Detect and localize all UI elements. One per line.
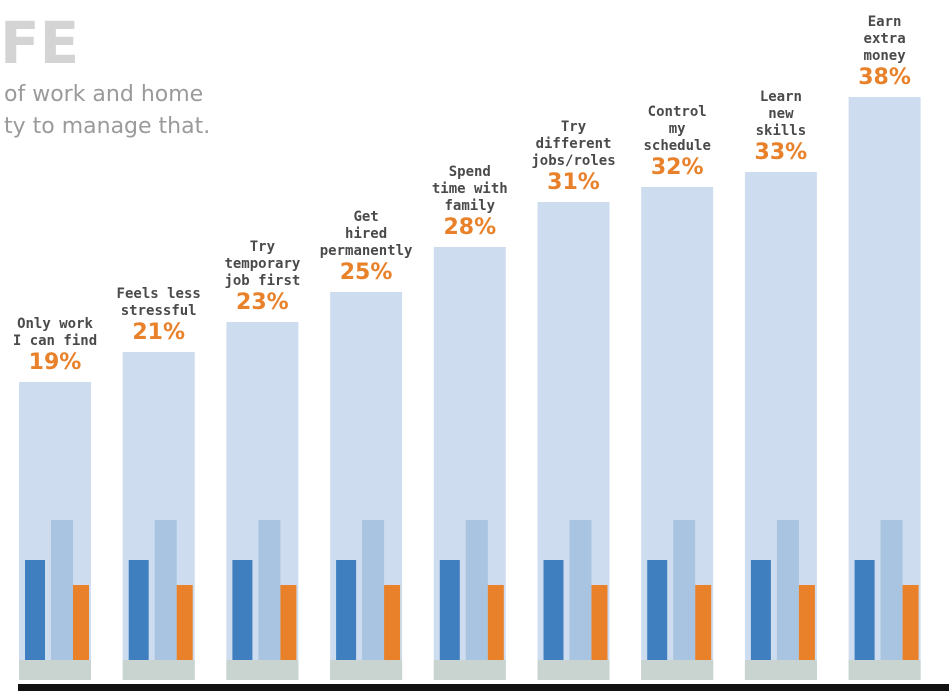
ground [226,660,299,680]
building [776,520,799,660]
category-label: Try different jobs/roles [531,119,616,169]
building [73,585,89,660]
ground [848,660,921,680]
building [25,560,45,660]
baseline [18,684,949,691]
category-label: Try temporary job first [224,239,301,289]
building [854,560,875,660]
value-label: 19% [28,350,82,375]
building [902,585,919,660]
building [439,560,460,660]
value-label: 21% [132,320,186,345]
ground [330,660,403,680]
building [465,520,488,660]
building [51,520,73,660]
category-label: Get hired permanently [319,209,413,259]
building [280,585,297,660]
building [591,585,608,660]
building [673,520,696,660]
subtitle: ty to manage that. [4,114,211,139]
building [569,520,592,660]
building [362,520,385,660]
category-label: Control my schedule [643,104,711,154]
value-label: 32% [650,155,704,180]
building [128,560,149,660]
building [336,560,357,660]
category-label: Earn extra money [863,14,906,64]
ground [744,660,817,680]
subtitle: of work and home [4,82,204,107]
value-label: 28% [443,215,497,240]
building [232,560,253,660]
building [695,585,712,660]
building [543,560,564,660]
ground [537,660,610,680]
category-label: Only work I can find [12,316,98,349]
building [384,585,401,660]
building [154,520,177,660]
value-label: 38% [858,65,911,90]
building [487,585,504,660]
ground [641,660,714,680]
ground [433,660,506,680]
building [798,585,815,660]
value-label: 23% [236,290,289,315]
value-label: 25% [339,260,393,285]
value-label: 33% [754,140,808,165]
building [176,585,193,660]
category-label: Spend time with family [431,164,508,214]
ground [122,660,195,680]
building [258,520,281,660]
ground [19,660,91,680]
category-label: Learn new skills [755,89,807,139]
category-label: Feels less stressful [116,286,201,319]
building [647,560,668,660]
title: FE [0,9,80,77]
building [880,520,903,660]
building [750,560,771,660]
value-label: 31% [547,170,600,195]
